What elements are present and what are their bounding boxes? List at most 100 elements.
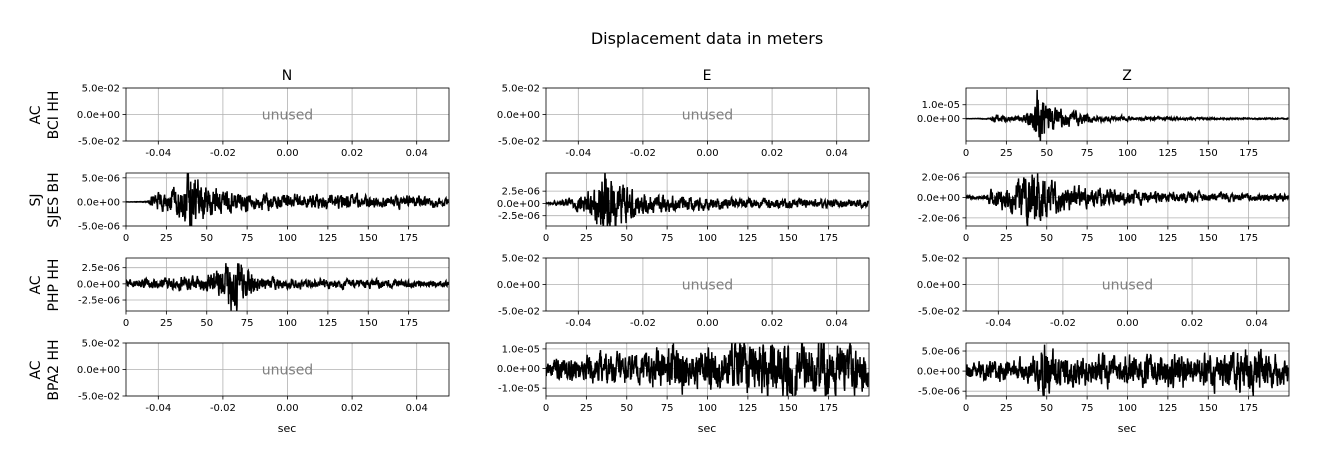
unused-label: unused (262, 363, 313, 379)
column-title-n: N (282, 68, 292, 84)
y-tick-label: 5.0e-06 (82, 173, 120, 184)
y-tick-label: 1.0e-05 (922, 100, 960, 111)
x-tick-label: 25 (1000, 233, 1013, 244)
y-tick-label: 0.0e+00 (917, 193, 960, 204)
y-tick-label: 0.0e+00 (497, 364, 540, 375)
x-tick-label: 75 (1081, 233, 1094, 244)
x-tick-label: 0 (543, 403, 549, 414)
x-tick-label: 0.04 (406, 403, 428, 414)
x-tick-label: 50 (1040, 403, 1053, 414)
y-tick-label: 2.5e-06 (502, 187, 540, 198)
y-tick-label: -5.0e-02 (78, 137, 120, 148)
x-tick-label: 50 (620, 233, 633, 244)
y-tick-label: 0.0e+00 (77, 197, 120, 208)
x-tick-label: 0.04 (826, 318, 848, 329)
y-tick-label: 0.0e+00 (77, 279, 120, 290)
unused-label: unused (682, 108, 733, 124)
x-tick-label: 25 (1000, 403, 1013, 414)
x-tick-label: -0.04 (565, 318, 591, 329)
x-tick-label: 125 (318, 233, 337, 244)
x-axis-label: sec (278, 422, 297, 435)
x-tick-label: 0 (543, 233, 549, 244)
y-tick-label: 5.0e-02 (502, 254, 540, 265)
x-tick-label: 0.00 (696, 318, 718, 329)
x-tick-label: 0.02 (341, 148, 363, 159)
x-tick-label: 175 (1239, 403, 1258, 414)
x-tick-label: 0 (963, 233, 969, 244)
x-tick-label: 125 (1158, 403, 1177, 414)
panel-z-row2: 0 25 50 75 100 125 150 175 2.0e-06 0.0e+00 -2.0e-0… (917, 173, 1290, 244)
trace-line (126, 263, 449, 311)
y-tick-label: 0.0e+00 (497, 110, 540, 121)
trace-line (546, 173, 869, 226)
column-title-e: E (703, 68, 712, 84)
x-tick-label: 0.00 (696, 148, 718, 159)
row-label-station: BCI HH (46, 91, 62, 140)
x-tick-label: -0.02 (210, 403, 236, 414)
x-tick-label: 25 (1000, 148, 1013, 159)
x-tick-label: 0 (963, 403, 969, 414)
x-tick-label: 25 (160, 318, 173, 329)
y-tick-label: 0.0e+00 (917, 280, 960, 291)
x-tick-label: 0.02 (341, 403, 363, 414)
column-title-z: Z (1122, 68, 1132, 84)
x-tick-label: 150 (359, 233, 378, 244)
y-tick-label: 5.0e-02 (82, 339, 120, 350)
x-tick-label: 150 (779, 403, 798, 414)
x-tick-label: -0.04 (565, 148, 591, 159)
row-labels: AC BCI HH SJ SJES BH AC PHP HH AC BPA2 H… (28, 91, 62, 401)
panel-n-row1: unused -0.04 -0.02 0.00 0.02 0.04 5.0e-02 0.0e+… (77, 84, 450, 159)
x-tick-label: 0 (123, 233, 129, 244)
x-tick-label: 175 (1239, 233, 1258, 244)
y-tick-label: -2.0e-06 (918, 213, 960, 224)
panel-z-row3: unused -0.04 -0.02 0.00 0.02 0.04 5.0e-02 0.0e+… (917, 254, 1290, 329)
x-tick-label: 25 (160, 233, 173, 244)
x-tick-label: -0.04 (145, 403, 171, 414)
y-tick-label: 0.0e+00 (77, 110, 120, 121)
x-tick-label: 150 (1199, 403, 1218, 414)
row-label-network: AC (28, 360, 44, 379)
y-tick-label: -5.0e-06 (78, 222, 120, 233)
panel-e-row1: unused -0.04 -0.02 0.00 0.02 0.04 5.0e-02 0.0e+… (497, 84, 870, 159)
x-tick-label: 0 (123, 318, 129, 329)
y-tick-label: -5.0e-06 (918, 387, 960, 398)
row-label-network: SJ (28, 193, 44, 206)
x-tick-label: 75 (1081, 148, 1094, 159)
x-tick-label: 150 (1199, 148, 1218, 159)
trace-line (966, 173, 1289, 226)
y-tick-label: 5.0e-02 (502, 84, 540, 95)
x-tick-label: 0.00 (276, 148, 298, 159)
x-tick-label: 0.00 (1116, 318, 1138, 329)
row-label-station: PHP HH (46, 259, 62, 312)
row-label-network: AC (28, 105, 44, 124)
panel-n-row3: 0 25 50 75 100 125 150 175 2.5e-06 0.0e+00 -2.5e-0… (77, 257, 450, 329)
y-tick-label: 0.0e+00 (497, 280, 540, 291)
y-tick-label: -2.5e-06 (498, 211, 540, 222)
y-tick-label: -5.0e-02 (78, 392, 120, 403)
y-tick-label: -2.5e-06 (78, 296, 120, 307)
x-tick-label: 125 (738, 233, 757, 244)
trace-line (966, 89, 1289, 141)
y-tick-label: -1.0e-05 (498, 384, 540, 395)
y-tick-label: 5.0e-02 (82, 84, 120, 95)
y-tick-label: -5.0e-02 (498, 137, 540, 148)
trace-line (546, 343, 869, 396)
x-tick-label: 100 (1118, 233, 1137, 244)
panel-z-row4: 0 25 50 75 100 125 150 175 5.0e-06 0.0e+00 -5.0e-0… (917, 342, 1290, 414)
x-tick-label: 0.02 (761, 148, 783, 159)
x-tick-label: 75 (241, 233, 254, 244)
x-tick-label: 50 (620, 403, 633, 414)
unused-label: unused (1102, 278, 1153, 294)
x-tick-label: 100 (698, 403, 717, 414)
x-tick-label: 125 (738, 403, 757, 414)
x-tick-label: -0.04 (145, 148, 171, 159)
column-titles: N E Z (282, 68, 1132, 84)
x-tick-label: 75 (661, 403, 674, 414)
y-tick-label: 0.0e+00 (497, 199, 540, 210)
unused-label: unused (262, 108, 313, 124)
x-tick-label: 100 (1118, 148, 1137, 159)
row-label-station: SJES BH (46, 172, 62, 227)
trace-line (966, 344, 1289, 396)
x-tick-label: -0.02 (630, 148, 656, 159)
